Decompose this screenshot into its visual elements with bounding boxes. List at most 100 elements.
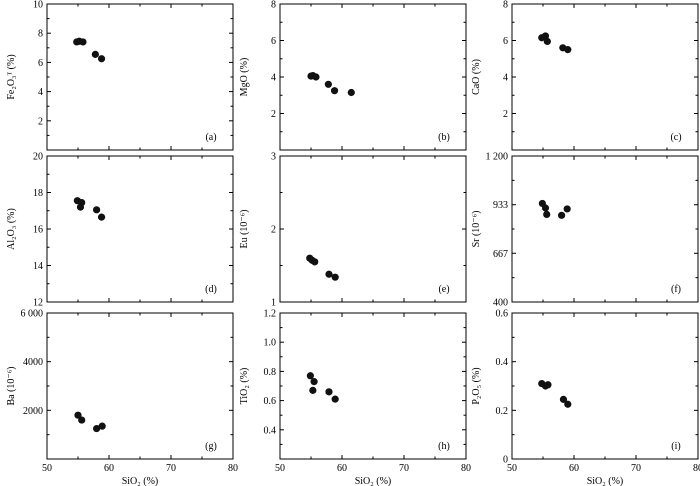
panel-label: (d) (205, 284, 217, 295)
panel-frame (511, 155, 699, 303)
y-axis-label: Eu (10⁻⁶) (239, 209, 250, 248)
data-point (97, 213, 106, 221)
data-point (311, 258, 319, 266)
y-axis-label: P₂O₅ (%) (471, 367, 482, 404)
data-point (544, 381, 552, 389)
data-point (324, 80, 332, 88)
y-tick-label: 8 (503, 0, 508, 11)
y-tick-label: 3 (271, 152, 276, 163)
y-tick-label: 4 (38, 87, 43, 98)
y-tick-label: 6 000 (21, 309, 44, 320)
x-tick-label: 60 (104, 463, 114, 474)
y-tick-label: 8 (271, 0, 276, 11)
y-axis-label: Fe₂O₃ᵀ (%) (6, 54, 17, 99)
data-point (76, 203, 85, 211)
panel-label: (i) (671, 441, 680, 452)
panel-b: 2 4 6 8 MgO (%) (b) (239, 0, 467, 151)
y-tick-label: 6 (38, 58, 43, 69)
panel-label: (g) (205, 441, 217, 452)
data-point (541, 32, 550, 40)
data-point (558, 211, 566, 219)
y-tick-label: 2 (271, 225, 276, 236)
panel-frame (279, 155, 467, 303)
data-point (347, 88, 355, 97)
data-point (331, 395, 339, 403)
data-point (93, 206, 101, 214)
y-tick-label: 2 (38, 116, 43, 127)
y-tick-label: 8 (38, 29, 43, 40)
panel-i: 0 0.2 0.4 0.6 50 60 70 80 SiO₂ (%) P₂O₅ (%) (i) (471, 309, 700, 486)
data-point (330, 87, 339, 95)
y-axis-label: CaO (%) (471, 59, 482, 95)
y-axis-label: TiO₂ (%) (239, 368, 250, 405)
data-point (312, 73, 320, 81)
y-tick-label: 6 (503, 36, 508, 47)
panel-c: 2 4 6 8 CaO (%) (c) (471, 0, 699, 151)
panel-f: 400 667 933 1 200 Sr (10⁻⁶) (f) (471, 152, 699, 309)
data-point (325, 388, 333, 396)
y-axis-label: Ba (10⁻⁶) (6, 366, 17, 405)
y-tick-label: 1.2 (264, 309, 277, 320)
data-point (564, 400, 572, 408)
panel-label: (c) (670, 132, 681, 143)
x-tick-label: 70 (631, 463, 641, 474)
panel-frame (46, 312, 234, 460)
x-axis-label: SiO₂ (%) (122, 476, 159, 486)
y-tick-label: 0.4 (264, 425, 277, 436)
y-tick-label: 1 (271, 298, 276, 309)
data-point (310, 378, 318, 386)
y-tick-label: 1.0 (264, 338, 277, 349)
data-point (309, 386, 317, 394)
panel-h: 0.4 0.6 0.8 1.0 1.2 50 60 70 80 SiO₂ (%) TiO₂ (%) (… (239, 309, 471, 486)
data-point (79, 38, 87, 46)
panel-label: (f) (671, 284, 681, 295)
data-point (98, 422, 106, 430)
x-tick-label: 80 (693, 463, 700, 474)
data-point (559, 395, 568, 403)
x-tick-label: 70 (166, 463, 176, 474)
x-tick-label: 80 (461, 463, 471, 474)
y-tick-label: 18 (33, 188, 43, 199)
x-axis-label: SiO₂ (%) (355, 476, 392, 486)
x-axis-label: SiO₂ (%) (587, 476, 624, 486)
data-point (541, 204, 550, 212)
data-point (543, 37, 551, 46)
x-tick-label: 60 (569, 463, 579, 474)
y-tick-label: 0 (503, 455, 508, 466)
panel-label: (b) (438, 132, 450, 143)
y-tick-label: 0.6 (496, 309, 509, 320)
data-point (543, 210, 551, 218)
y-tick-label: 2 (271, 109, 276, 120)
panel-label: (h) (438, 441, 450, 452)
y-tick-label: 20 (33, 152, 43, 163)
y-tick-label: 12 (33, 298, 43, 309)
y-axis-label: MgO (%) (239, 58, 250, 97)
panel-frame (46, 155, 234, 303)
panel-label: (e) (438, 284, 449, 295)
x-tick-label: 70 (399, 463, 409, 474)
x-tick-label: 80 (228, 463, 238, 474)
y-tick-label: 2000 (23, 406, 43, 417)
panel-g: 2000 4000 6 000 50 60 70 80 SiO₂ (%) Ba (10⁻⁶) (g… (6, 309, 238, 486)
data-point (563, 205, 571, 213)
data-point (97, 55, 106, 63)
y-tick-label: 4 (503, 73, 508, 84)
y-tick-label: 14 (33, 261, 43, 272)
data-point (325, 270, 333, 278)
x-tick-label: 50 (507, 463, 517, 474)
y-tick-label: 4000 (23, 357, 43, 368)
y-tick-label: 667 (493, 249, 508, 260)
data-point (78, 416, 86, 424)
panel-frame (46, 3, 234, 151)
panel-frame (511, 3, 699, 151)
y-axis-label: Al₂O₃ (%) (6, 208, 17, 250)
y-tick-label: 0.2 (496, 406, 509, 417)
x-tick-label: 60 (337, 463, 347, 474)
x-tick-label: 50 (42, 463, 52, 474)
data-point (93, 424, 101, 433)
y-tick-label: 2 (503, 109, 508, 120)
data-point (91, 50, 99, 58)
y-tick-label: 4 (271, 73, 276, 84)
y-tick-label: 1 200 (486, 152, 509, 163)
